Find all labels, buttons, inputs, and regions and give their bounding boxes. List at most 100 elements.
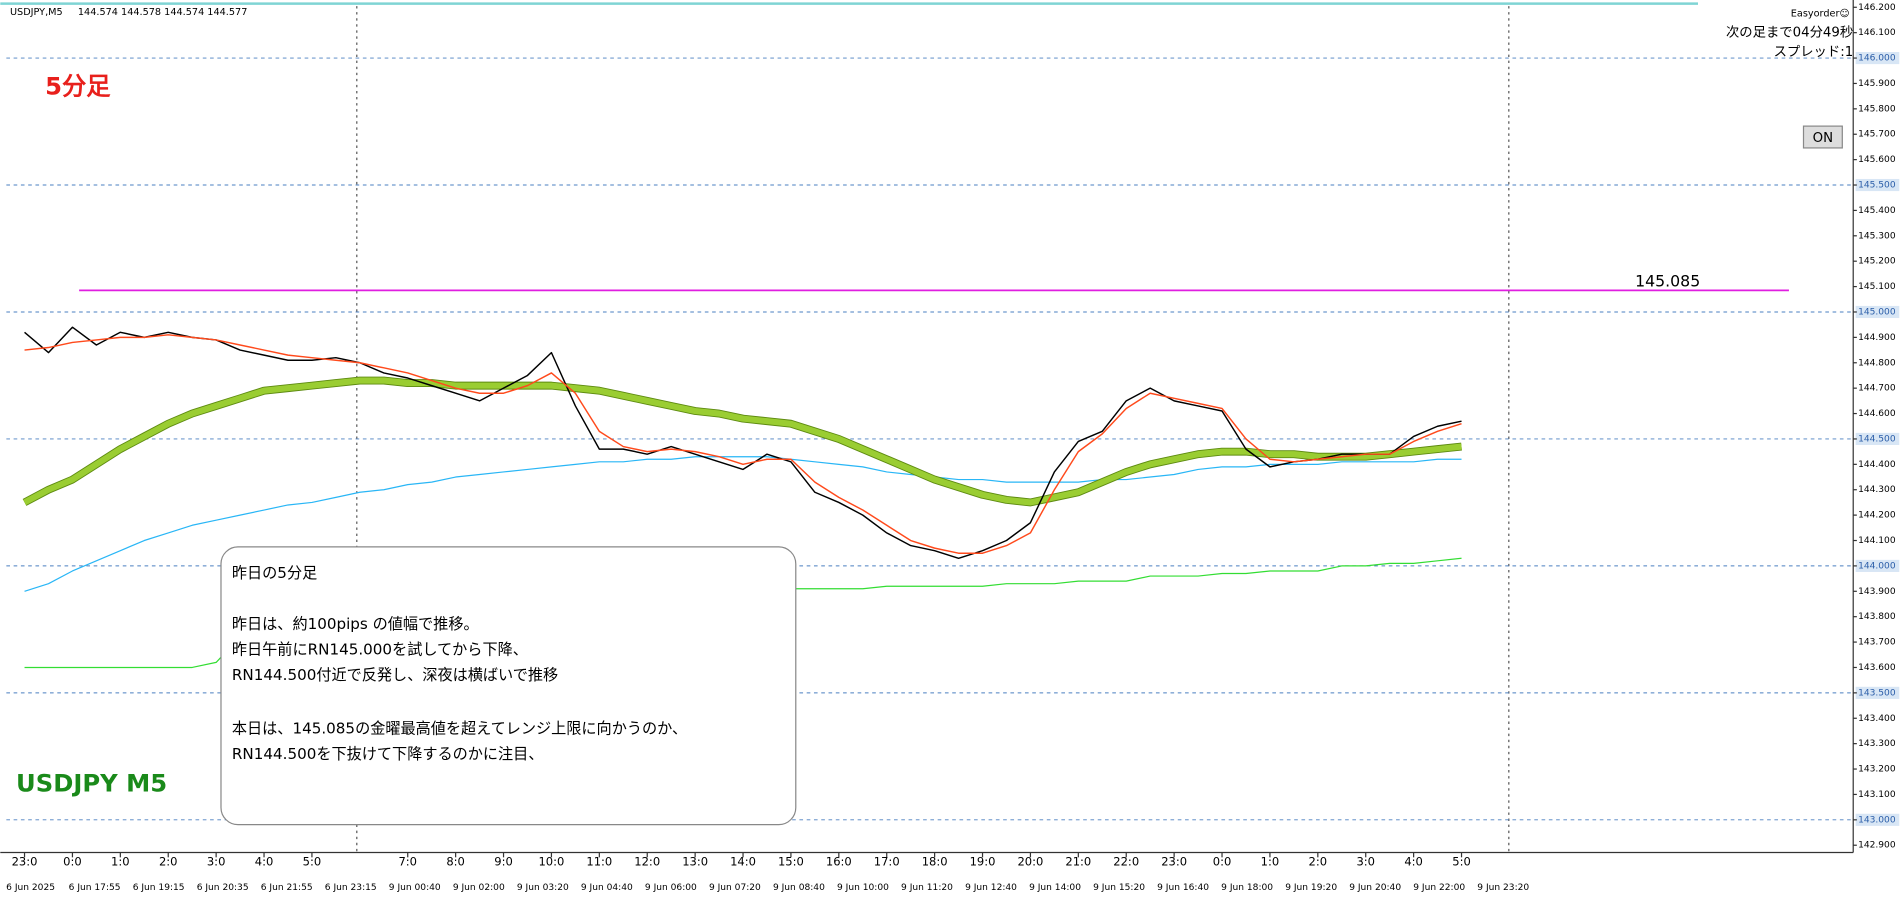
x-tick-label: 16:0 [826, 855, 852, 869]
x-tick-label: 14:0 [730, 855, 756, 869]
annotation-line: RN144.500付近で反発し、深夜は横ばいで推移 [232, 666, 558, 684]
x-tick-label: 4:0 [255, 855, 274, 869]
y-tick-label: 144.800 [1858, 358, 1896, 368]
x-tick-label: 5:0 [303, 855, 322, 869]
y-tick-label: 144.100 [1858, 536, 1896, 546]
spread: スプレッド:1 [1774, 44, 1854, 60]
app-name: Easyorder☺ [1791, 8, 1850, 19]
x-tick-label: 5:0 [1452, 855, 1471, 869]
y-tick-label: 145.700 [1858, 130, 1896, 140]
y-tick-label: 144.300 [1858, 485, 1896, 495]
y-tick-label: 143.400 [1858, 714, 1896, 724]
y-tick-label: 143.600 [1858, 663, 1896, 673]
x-tick-label: 0:0 [63, 855, 82, 869]
x-tick-label: 9:0 [494, 855, 513, 869]
x-tick-label: 23:0 [1161, 855, 1187, 869]
x-date-label: 6 Jun 21:55 [261, 883, 313, 893]
y-tick-label: 144.200 [1858, 511, 1896, 521]
x-tick-label: 13:0 [682, 855, 708, 869]
x-date-label: 6 Jun 23:15 [325, 883, 377, 893]
x-tick-label: 2:0 [1309, 855, 1328, 869]
x-date-label: 9 Jun 00:40 [389, 883, 441, 893]
x-date-label: 9 Jun 03:20 [517, 883, 569, 893]
on-button[interactable]: ON [1802, 125, 1843, 149]
series-line [24, 334, 1462, 554]
ohlc: 144.574 144.578 144.574 144.577 [78, 7, 247, 18]
x-tick-label: 15:0 [778, 855, 804, 869]
x-date-label: 9 Jun 04:40 [581, 883, 633, 893]
x-date-label: 6 Jun 17:55 [69, 883, 121, 893]
x-tick-label: 22:0 [1113, 855, 1139, 869]
x-date-label: 9 Jun 22:00 [1413, 883, 1465, 893]
countdown: 次の足まで04分49秒 [1726, 25, 1853, 41]
x-date-label: 6 Jun 19:15 [133, 883, 185, 893]
x-tick-label: 11:0 [586, 855, 612, 869]
x-date-label: 9 Jun 16:40 [1157, 883, 1209, 893]
annotation-frame [220, 546, 797, 826]
y-tick-label: 144.000 [1858, 561, 1896, 571]
x-date-label: 6 Jun 20:35 [197, 883, 249, 893]
x-date-label: 9 Jun 23:20 [1477, 883, 1529, 893]
annotation-line: 昨日の5分足 [232, 564, 317, 582]
x-tick-label: 17:0 [874, 855, 900, 869]
y-tick-label: 145.100 [1858, 282, 1896, 292]
x-date-label: 9 Jun 18:00 [1221, 883, 1273, 893]
y-tick-label: 146.200 [1858, 3, 1896, 13]
y-tick-label: 144.600 [1858, 409, 1896, 419]
y-tick-label: 145.900 [1858, 79, 1896, 89]
y-tick-label: 142.900 [1858, 841, 1896, 851]
y-tick-label: 143.500 [1858, 688, 1896, 698]
x-date-label: 9 Jun 02:00 [453, 883, 505, 893]
x-date-label: 9 Jun 10:00 [837, 883, 889, 893]
y-tick-highlight [1855, 813, 1900, 826]
annotation-line: 本日は、145.085の金曜最高値を超えてレンジ上限に向かうのか、 [232, 719, 687, 737]
series-line [24, 456, 1462, 592]
y-tick-label: 145.500 [1858, 181, 1896, 191]
y-tick-label: 144.700 [1858, 384, 1896, 394]
chart-subtitle: USDJPY M5 [16, 769, 167, 798]
y-tick-highlight [1855, 178, 1900, 192]
x-tick-label: 3:0 [207, 855, 226, 869]
y-tick-highlight [1855, 305, 1900, 319]
annotation-line: RN144.500を下抜けて下降するのかに注目、 [232, 745, 544, 763]
x-tick-label: 18:0 [922, 855, 948, 869]
x-tick-label: 7:0 [398, 855, 417, 869]
y-tick-label: 145.400 [1858, 206, 1896, 216]
level-label: 145.085 [1635, 271, 1700, 290]
chart-title: 5分足 [45, 71, 111, 100]
y-tick-label: 143.300 [1858, 739, 1896, 749]
y-tick-label: 143.800 [1858, 612, 1896, 622]
y-tick-label: 143.100 [1858, 790, 1896, 800]
x-tick-label: 1:0 [1261, 855, 1280, 869]
series-line [24, 326, 1462, 560]
x-tick-label: 4:0 [1404, 855, 1423, 869]
x-tick-label: 19:0 [970, 855, 996, 869]
y-tick-label: 145.600 [1858, 155, 1896, 165]
x-tick-label: 1:0 [111, 855, 130, 869]
y-tick-label: 143.200 [1858, 765, 1896, 775]
x-tick-label: 0:0 [1213, 855, 1232, 869]
x-tick-label: 8:0 [446, 855, 465, 869]
y-tick-label: 143.900 [1858, 587, 1896, 597]
x-tick-label: 23:0 [12, 855, 38, 869]
x-tick-label: 10:0 [538, 855, 564, 869]
x-date-label: 9 Jun 07:20 [709, 883, 761, 893]
x-tick-label: 3:0 [1356, 855, 1375, 869]
y-tick-highlight [1855, 432, 1900, 446]
y-tick-label: 143.000 [1858, 815, 1896, 825]
y-tick-label: 145.200 [1858, 257, 1896, 267]
x-date-label: 9 Jun 12:40 [965, 883, 1017, 893]
x-tick-label: 20:0 [1017, 855, 1043, 869]
series-line [23, 377, 1462, 506]
y-tick-label: 144.900 [1858, 333, 1896, 343]
x-date-label: 9 Jun 14:00 [1029, 883, 1081, 893]
x-date-label: 9 Jun 19:20 [1285, 883, 1337, 893]
x-date-label: 9 Jun 15:20 [1093, 883, 1145, 893]
y-tick-label: 146.000 [1858, 54, 1896, 64]
button-label[interactable]: ON [1813, 131, 1833, 146]
y-tick-label: 146.100 [1858, 28, 1896, 38]
button-frame[interactable] [1802, 125, 1843, 149]
x-date-label: 6 Jun 2025 [6, 883, 55, 893]
x-date-label: 9 Jun 11:20 [901, 883, 953, 893]
